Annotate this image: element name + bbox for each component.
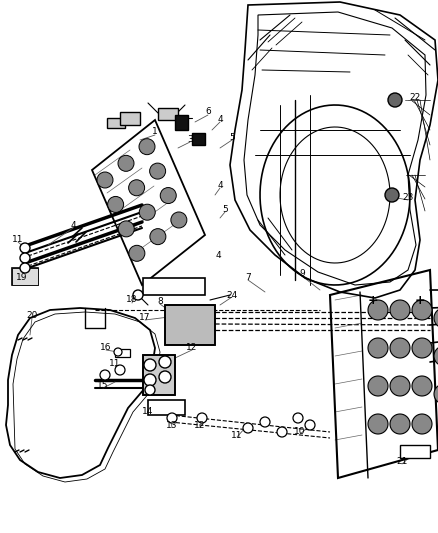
Circle shape [277,427,287,437]
Text: 19: 19 [16,273,28,282]
Text: 15: 15 [97,381,109,390]
Text: +: + [415,294,425,306]
Circle shape [139,139,155,155]
Bar [12,268,38,285]
Circle shape [388,93,402,107]
Circle shape [390,300,410,320]
Text: 7: 7 [245,272,251,281]
Text: 6: 6 [205,108,211,117]
Circle shape [150,229,166,245]
Circle shape [20,253,30,263]
Text: 11: 11 [231,431,243,440]
Bar [12,268,38,285]
Circle shape [139,204,155,220]
Circle shape [368,300,388,320]
Circle shape [133,290,143,300]
Circle shape [20,263,30,273]
Bar [400,445,430,458]
Circle shape [129,245,145,261]
Circle shape [129,180,145,196]
Text: 13: 13 [166,421,178,430]
Text: 4: 4 [217,116,223,125]
Text: 9: 9 [299,269,305,278]
Text: 8: 8 [157,297,163,306]
Bar [120,112,140,125]
Text: 4: 4 [217,181,223,190]
Circle shape [293,413,303,423]
Circle shape [390,414,410,434]
Circle shape [160,188,176,204]
Circle shape [97,172,113,188]
Circle shape [412,338,432,358]
Circle shape [390,338,410,358]
Text: 5: 5 [222,206,228,214]
Circle shape [305,420,315,430]
Bar [143,355,175,395]
Circle shape [434,308,438,328]
Bar [175,115,188,130]
Bar [192,133,205,145]
Text: 14: 14 [142,408,154,416]
Circle shape [159,356,171,368]
Circle shape [150,163,166,179]
Text: 11: 11 [12,236,24,245]
Text: 17: 17 [139,313,151,322]
Circle shape [368,376,388,396]
Circle shape [167,413,177,423]
Bar [165,305,215,345]
Circle shape [159,371,171,383]
Circle shape [197,413,207,423]
Text: 3: 3 [187,135,193,144]
Text: 12: 12 [194,421,206,430]
Text: 20: 20 [26,311,38,319]
Circle shape [118,155,134,171]
Text: 4: 4 [215,251,221,260]
Bar [115,349,130,357]
Text: 10: 10 [294,427,306,437]
Bar [165,305,215,345]
Text: 18: 18 [126,295,138,304]
Bar [143,355,175,395]
Circle shape [171,212,187,228]
Text: 12: 12 [186,343,198,351]
Circle shape [144,374,156,386]
Circle shape [115,365,125,375]
Text: 22: 22 [410,93,420,101]
Bar [148,400,185,415]
Text: 21: 21 [396,457,408,466]
Circle shape [145,385,155,395]
Bar [158,108,178,120]
Text: 11: 11 [109,359,121,368]
Circle shape [368,414,388,434]
Circle shape [434,384,438,404]
Circle shape [412,300,432,320]
Text: 24: 24 [226,290,238,300]
Text: 1: 1 [152,127,158,136]
Text: 4: 4 [70,221,76,230]
Circle shape [20,243,30,253]
Bar [107,118,125,128]
Circle shape [385,188,399,202]
Circle shape [412,376,432,396]
Circle shape [390,376,410,396]
Circle shape [144,359,156,371]
Circle shape [260,417,270,427]
Circle shape [434,346,438,366]
Bar [143,278,205,295]
Circle shape [108,197,124,213]
Text: 16: 16 [100,343,112,351]
Text: +: + [367,294,378,306]
Text: 5: 5 [229,133,235,142]
Circle shape [118,221,134,237]
Circle shape [243,423,253,433]
Circle shape [114,348,122,356]
Circle shape [368,338,388,358]
Circle shape [412,414,432,434]
Circle shape [100,370,110,380]
Text: 23: 23 [403,192,413,201]
